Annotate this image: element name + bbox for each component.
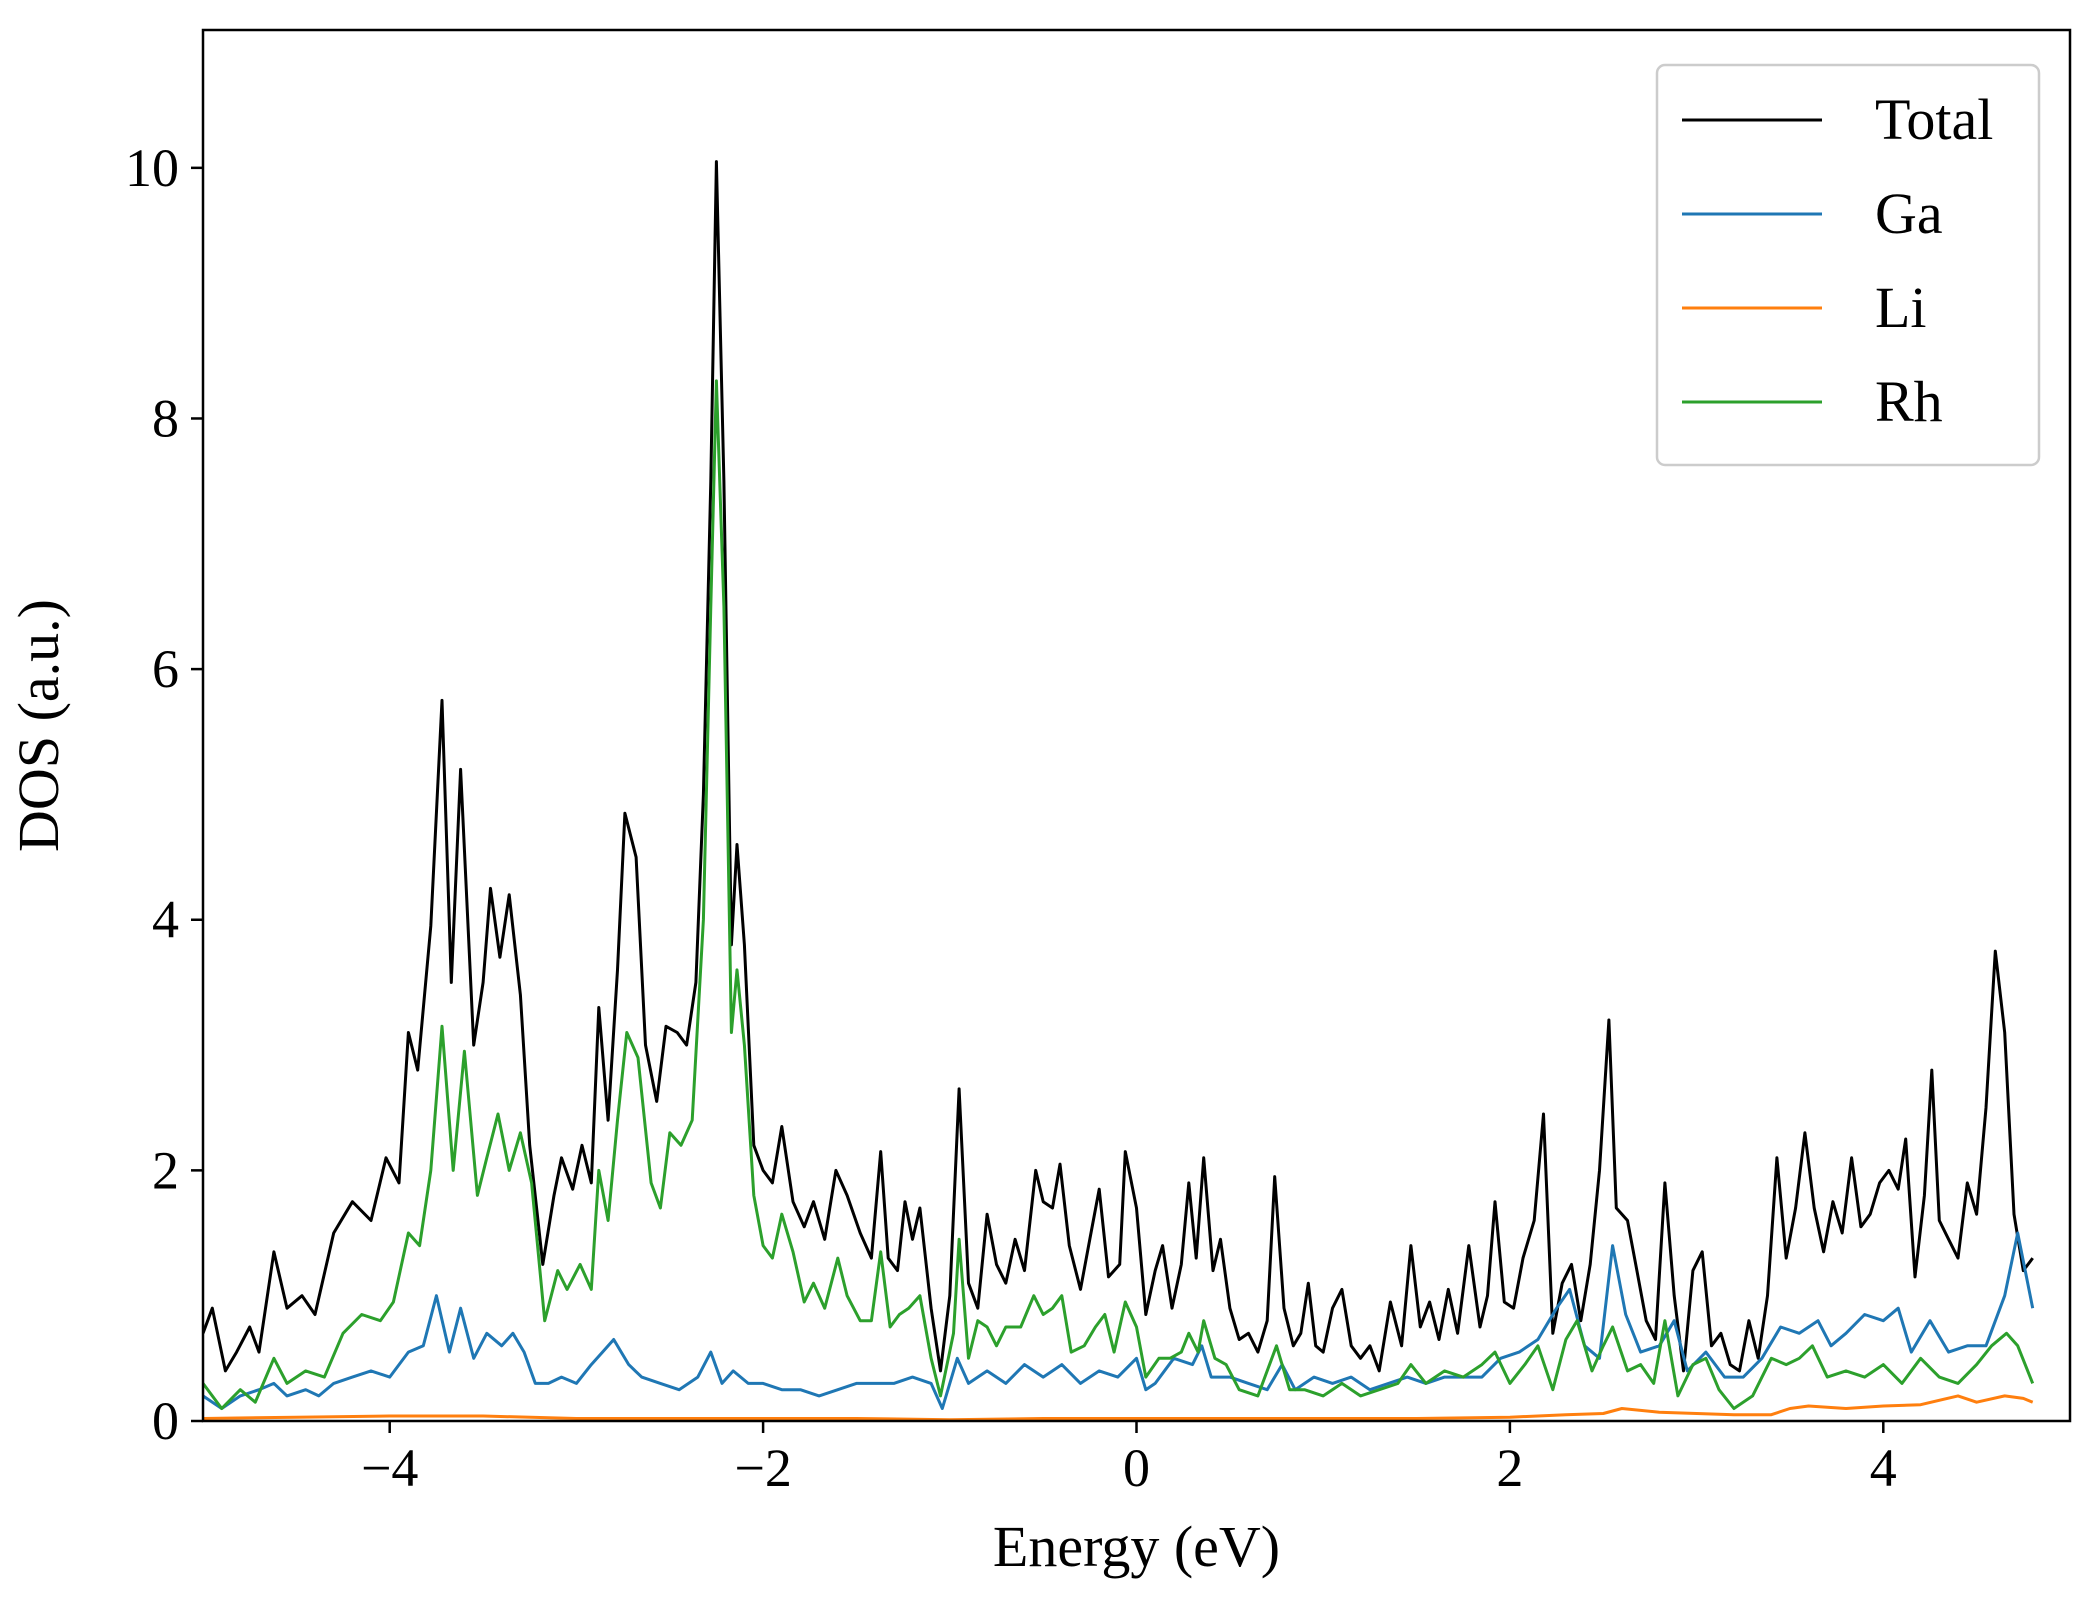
legend-label-ga: Ga (1875, 181, 1943, 246)
y-tick-label: 0 (152, 1391, 179, 1451)
y-axis-ticks: 0 2 4 6 8 10 (125, 138, 203, 1451)
legend: Total Ga Li Rh (1655, 63, 2041, 467)
y-tick-label: 10 (125, 138, 179, 198)
series-line-total (203, 160, 2034, 1373)
legend-box (1655, 63, 2041, 467)
x-axis-ticks: −4 −2 0 2 4 (361, 1421, 1897, 1498)
series-line-ga (203, 1231, 2035, 1410)
plot-lines (203, 160, 2035, 1421)
y-tick-label: 4 (152, 890, 179, 950)
legend-label-total: Total (1875, 87, 1993, 152)
y-tick-label: 6 (152, 639, 179, 699)
x-axis-label: Energy (eV) (993, 1514, 1280, 1579)
x-tick-label: 0 (1123, 1438, 1150, 1498)
x-tick-label: −2 (734, 1438, 791, 1498)
legend-label-rh: Rh (1875, 369, 1943, 434)
x-tick-label: 2 (1496, 1438, 1523, 1498)
plot-frame (201, 28, 2072, 1423)
legend-label-li: Li (1875, 275, 1927, 340)
x-tick-label: −4 (361, 1438, 418, 1498)
x-tick-label: 4 (1870, 1438, 1897, 1498)
y-tick-label: 2 (152, 1140, 179, 1200)
y-axis-label: DOS (a.u.) (6, 599, 71, 852)
series-line-li (203, 1394, 2034, 1421)
series-line-rh (203, 379, 2035, 1410)
y-tick-label: 8 (152, 388, 179, 448)
